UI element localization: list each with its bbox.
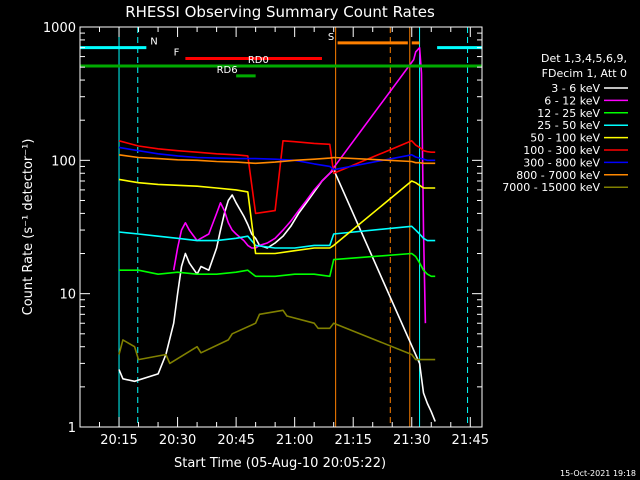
plot-area: N S F RD0 RD6 1 10 100 1000 20:15 20:30 20:45 21:0… (43, 21, 489, 448)
y-tick-label: 10 (59, 288, 76, 303)
legend-header-line-1: Det 1,3,4,5,6,9, (541, 52, 627, 65)
x-tick-label: 20:30 (159, 433, 196, 448)
legend-label-3: 25 - 50 keV (537, 119, 600, 132)
x-axis: 20:15 20:30 20:45 21:00 21:15 21:30 21:45 (79, 27, 489, 448)
legend-label-1: 6 - 12 keV (544, 94, 600, 107)
series-line-7 (118, 154, 436, 165)
x-tick-label: 21:30 (393, 433, 430, 448)
x-tick-label: 21:45 (452, 433, 489, 448)
x-tick-label: 21:00 (276, 433, 313, 448)
y-tick-label: 1 (68, 421, 76, 436)
series-line-8 (118, 309, 436, 365)
legend: Det 1,3,4,5,6,9, FDecim 1, Att 0 3 - 6 k… (502, 52, 628, 194)
instrument-state-lines (80, 27, 469, 427)
flag-label-4: RD6 (217, 65, 238, 76)
legend-label-5: 100 - 300 keV (523, 144, 600, 157)
flag-label-3: RD0 (248, 55, 269, 66)
chart-title: RHESSI Observing Summary Count Rates (125, 3, 435, 21)
legend-label-2: 12 - 25 keV (537, 107, 600, 120)
series-line-3 (118, 225, 436, 249)
legend-label-4: 50 - 100 keV (530, 132, 600, 145)
x-tick-label: 20:45 (217, 433, 254, 448)
series-line-6 (118, 146, 436, 171)
flag-label-0: N (150, 37, 157, 48)
x-axis-label: Start Time (05-Aug-10 20:05:22) (174, 456, 386, 471)
series-lines (118, 46, 436, 422)
y-axis-label: Count Rate (s⁻¹ detector⁻¹) (21, 139, 36, 316)
timestamp-footer: 15-Oct-2021 19:18 (560, 469, 636, 478)
y-axis: 1 10 100 1000 (43, 21, 482, 436)
legend-label-7: 800 - 7000 keV (516, 169, 600, 182)
flag-label-2: F (174, 48, 180, 59)
x-tick-label: 21:15 (334, 433, 371, 448)
legend-label-6: 300 - 800 keV (523, 156, 600, 169)
y-tick-label: 100 (51, 154, 76, 169)
y-tick-label: 1000 (43, 21, 76, 36)
x-tick-label: 20:15 (100, 433, 137, 448)
legend-label-0: 3 - 6 keV (551, 82, 600, 95)
plot-frame (79, 26, 483, 428)
legend-label-8: 7000 - 15000 keV (502, 181, 600, 194)
series-line-4 (118, 178, 436, 255)
flag-label-1: S (328, 32, 334, 43)
flag-bars: N S F RD0 RD6 (80, 32, 482, 78)
series-line-5 (118, 140, 436, 215)
series-line-2 (119, 252, 436, 278)
legend-header-line-2: FDecim 1, Att 0 (542, 67, 627, 80)
